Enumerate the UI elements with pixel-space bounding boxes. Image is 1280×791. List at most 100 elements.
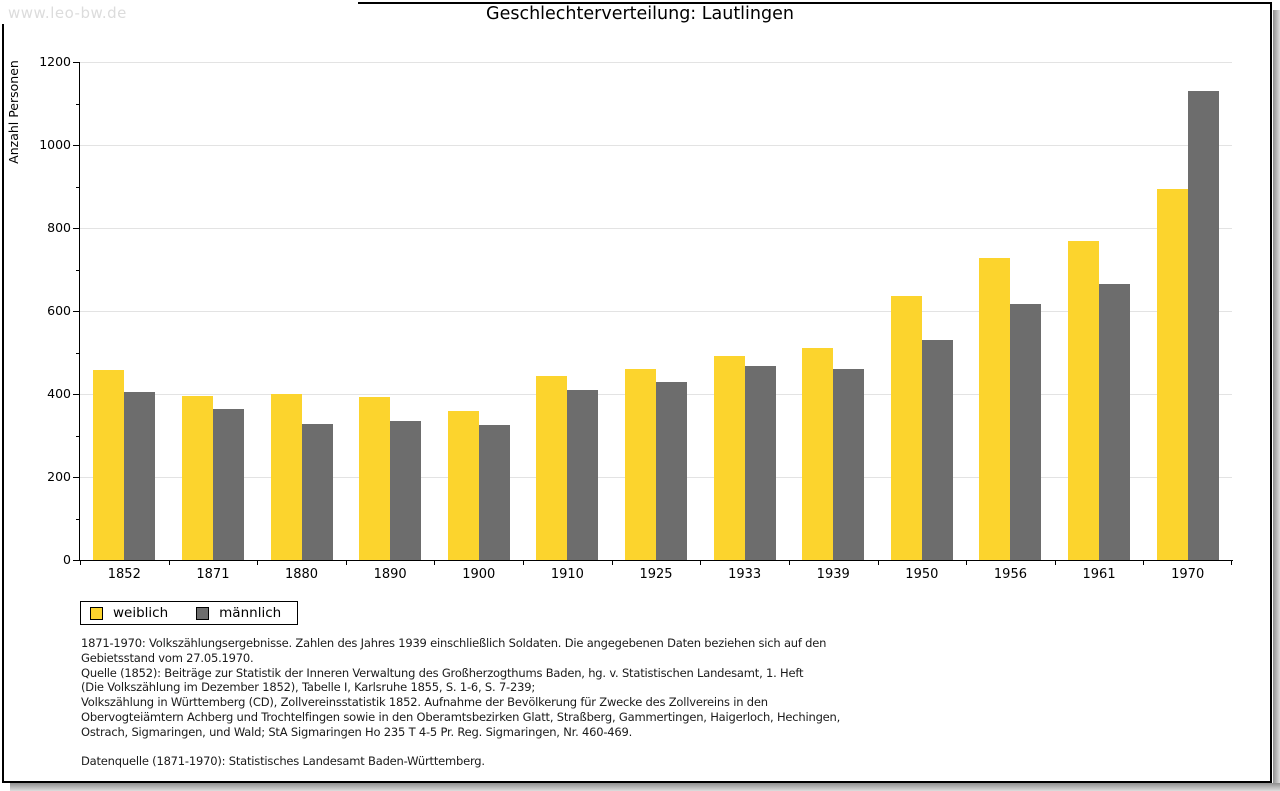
bar-männlich-1852 [124, 391, 156, 560]
bar-männlich-1956 [1010, 303, 1042, 560]
x-tick-8 [788, 561, 790, 565]
gridline-y-1000 [80, 145, 1232, 146]
legend-label-weiblich: weiblich [113, 605, 169, 621]
drop-shadow-bottom [10, 783, 1280, 791]
maennlich-color-swatch [196, 606, 210, 620]
bar-weiblich-1890 [359, 396, 391, 560]
y-tick-100 [76, 518, 79, 520]
y-tick-label-200: 200 [47, 469, 71, 484]
watermark: www.leo-bw.de [0, 0, 358, 24]
page-border [2, 2, 1272, 783]
y-tick-label-600: 600 [47, 303, 71, 318]
bar-weiblich-1961 [1068, 240, 1100, 560]
bar-weiblich-1939 [802, 347, 834, 560]
footnote-line: Gebietsstand vom 27.05.1970. [81, 650, 254, 665]
x-tick-label-1956: 1956 [993, 567, 1027, 582]
y-tick-label-800: 800 [47, 220, 71, 235]
x-tick-10 [966, 561, 968, 565]
x-tick-label-1900: 1900 [462, 567, 496, 582]
gridline-y-600 [80, 311, 1232, 312]
bar-weiblich-1880 [270, 394, 302, 560]
y-axis-label: Anzahl Personen [6, 60, 21, 164]
y-tick-label-1000: 1000 [39, 137, 71, 152]
footnote-line: Quelle (1852): Beiträge zur Statistik de… [81, 665, 804, 680]
bar-männlich-1890 [390, 420, 422, 560]
y-tick-label-0: 0 [63, 552, 71, 567]
bar-männlich-1871 [212, 408, 244, 560]
footnote-line: Obervogteiämtern Achberg und Trochtelfin… [81, 709, 841, 724]
x-tick-label-1961: 1961 [1082, 567, 1116, 582]
y-tick-600 [73, 311, 79, 312]
y-tick-800 [73, 228, 79, 229]
x-tick-4 [434, 561, 436, 565]
bar-weiblich-1950 [890, 295, 922, 560]
chart-title: Geschlechterverteilung: Lautlingen [486, 4, 794, 24]
y-tick-1200 [73, 62, 79, 63]
watermark-text: www.leo-bw.de [8, 4, 127, 22]
x-tick-3 [345, 561, 347, 565]
y-tick-700 [76, 269, 79, 271]
footnote-line: Ostrach, Sigmaringen, und Wald; StA Sigm… [81, 724, 633, 739]
bar-männlich-1961 [1099, 284, 1131, 560]
x-tick-label-1925: 1925 [639, 567, 673, 582]
weiblich-color-swatch [90, 606, 103, 620]
y-tick-500 [76, 352, 79, 354]
x-tick-label-1871: 1871 [196, 567, 230, 582]
gridline-y-1200 [80, 62, 1232, 63]
bar-männlich-1950 [921, 339, 953, 560]
x-tick-label-1970: 1970 [1171, 567, 1205, 582]
x-tick-5 [523, 561, 525, 565]
y-tick-label-1200: 1200 [39, 54, 71, 69]
footnote-line: Volkszählung in Württemberg (CD), Zollve… [81, 695, 768, 710]
footnotes: 1871-1970: Volkszählungsergebnisse. Zahl… [81, 636, 1181, 769]
bar-männlich-1900 [478, 424, 510, 560]
x-tick-label-1890: 1890 [373, 567, 407, 582]
footnote-line: (Die Volkszählung im Dezember 1852), Tab… [81, 680, 536, 695]
y-tick-1100 [76, 103, 79, 105]
x-axis-line [79, 560, 1233, 561]
bar-männlich-1880 [301, 423, 333, 560]
legend-label-maennlich: männlich [219, 605, 282, 621]
bar-männlich-1925 [656, 381, 687, 560]
y-tick-200 [73, 477, 79, 478]
gridline-y-800 [80, 228, 1232, 229]
bar-weiblich-1956 [979, 258, 1011, 560]
x-tick-12 [1143, 561, 1145, 565]
x-tick-label-1880: 1880 [284, 567, 319, 582]
x-tick-label-1939: 1939 [816, 567, 850, 582]
x-tick-label-1950: 1950 [905, 567, 939, 582]
x-tick-7 [700, 561, 702, 565]
y-axis-line [79, 62, 80, 561]
x-tick-1 [168, 561, 170, 565]
x-tick-11 [1054, 561, 1056, 565]
x-tick-9 [877, 561, 879, 565]
x-tick-label-1910: 1910 [550, 567, 584, 582]
drop-shadow-right [1273, 10, 1280, 783]
bar-männlich-1910 [567, 390, 599, 560]
footnote-datenquelle: Datenquelle (1871-1970): Statistisches L… [81, 754, 485, 769]
y-tick-1000 [73, 145, 79, 146]
x-tick-2 [257, 561, 259, 565]
legend-item-weiblich: weiblich [90, 605, 168, 621]
bar-männlich-1970 [1187, 91, 1219, 560]
bar-männlich-1939 [833, 369, 865, 560]
x-tick-label-1933: 1933 [728, 567, 762, 582]
y-tick-400 [73, 394, 79, 395]
legend-item-maennlich: männlich [196, 605, 281, 621]
x-tick-13 [1231, 561, 1232, 565]
x-tick-6 [611, 561, 613, 565]
y-tick-900 [76, 186, 79, 188]
x-tick-0 [80, 561, 81, 565]
bar-weiblich-1871 [181, 396, 213, 560]
legend: weiblich männlich [80, 601, 299, 625]
y-tick-0 [73, 560, 79, 561]
bar-weiblich-1852 [93, 369, 125, 560]
bar-weiblich-1900 [447, 411, 479, 560]
plot-area: 0 200 400 600 800 1000 1200 1852 1871 1880 1890 190… [39, 54, 1233, 582]
bar-weiblich-1910 [536, 375, 568, 560]
x-tick-label-1852: 1852 [107, 567, 141, 582]
y-tick-300 [76, 435, 79, 437]
bar-weiblich-1970 [1156, 188, 1188, 560]
y-tick-label-400: 400 [47, 386, 71, 401]
